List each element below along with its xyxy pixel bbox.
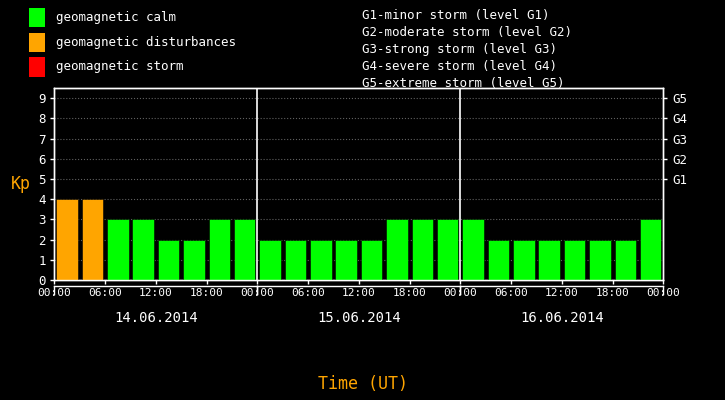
Bar [386, 219, 407, 280]
Text: 15.06.2014: 15.06.2014 [317, 311, 401, 325]
Bar [412, 219, 433, 280]
Bar [29, 8, 45, 27]
Bar [107, 219, 128, 280]
Text: 14.06.2014: 14.06.2014 [114, 311, 198, 325]
Text: Kp: Kp [11, 175, 31, 193]
Text: G2-moderate storm (level G2): G2-moderate storm (level G2) [362, 26, 573, 39]
Bar [285, 240, 306, 280]
Bar [57, 199, 78, 280]
Text: G3-strong storm (level G3): G3-strong storm (level G3) [362, 43, 558, 56]
Text: G5-extreme storm (level G5): G5-extreme storm (level G5) [362, 78, 565, 90]
Bar [640, 219, 661, 280]
Text: G1-minor storm (level G1): G1-minor storm (level G1) [362, 9, 550, 22]
Text: geomagnetic calm: geomagnetic calm [56, 11, 176, 24]
Bar [463, 219, 484, 280]
Bar [209, 219, 230, 280]
Bar [336, 240, 357, 280]
Bar [234, 219, 255, 280]
Bar [615, 240, 636, 280]
Text: G4-severe storm (level G4): G4-severe storm (level G4) [362, 60, 558, 73]
Bar [29, 57, 45, 76]
Bar [513, 240, 534, 280]
Text: Time (UT): Time (UT) [318, 375, 407, 393]
Bar [437, 219, 458, 280]
Bar [361, 240, 382, 280]
Bar [133, 219, 154, 280]
Bar [29, 32, 45, 52]
Bar [539, 240, 560, 280]
Bar [82, 199, 103, 280]
Bar [310, 240, 331, 280]
Text: geomagnetic storm: geomagnetic storm [56, 60, 183, 73]
Text: geomagnetic disturbances: geomagnetic disturbances [56, 36, 236, 49]
Bar [183, 240, 204, 280]
Bar [158, 240, 179, 280]
Text: 16.06.2014: 16.06.2014 [520, 311, 604, 325]
Bar [564, 240, 585, 280]
Bar [260, 240, 281, 280]
Bar [488, 240, 509, 280]
Bar [589, 240, 610, 280]
